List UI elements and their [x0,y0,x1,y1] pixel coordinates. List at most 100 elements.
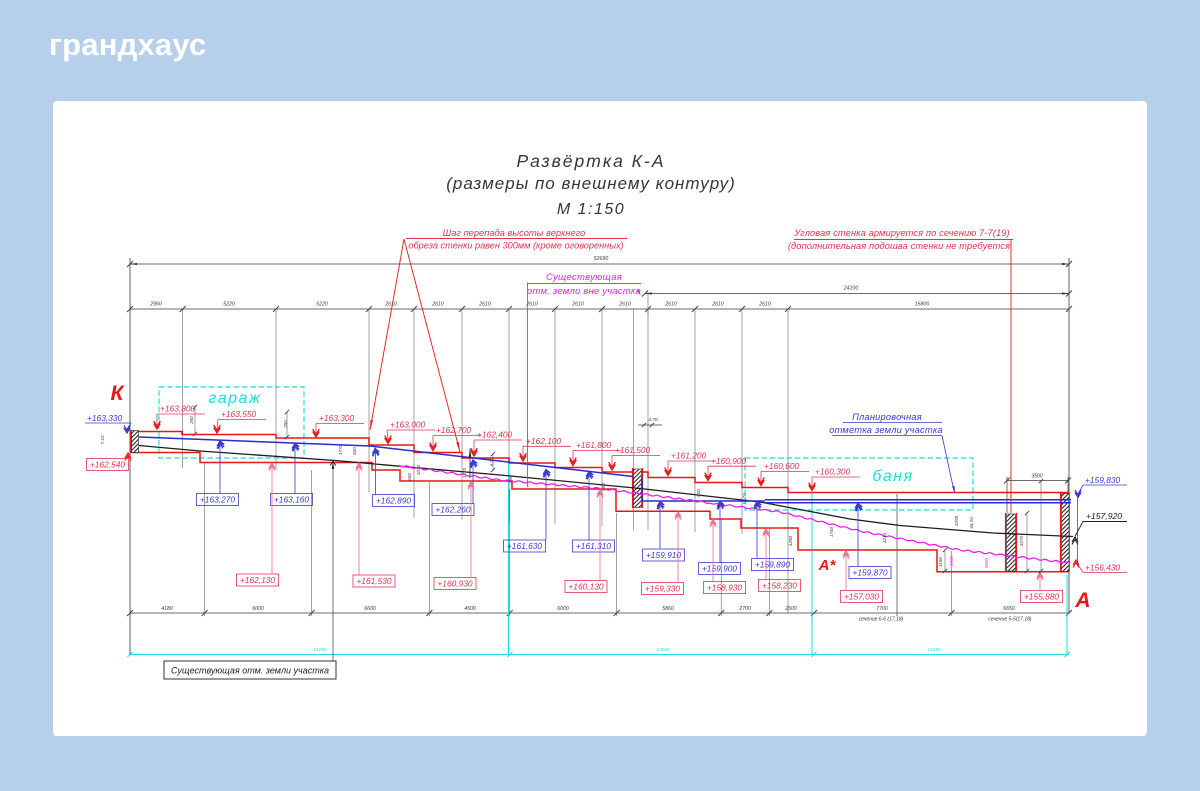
svg-text:5860: 5860 [662,606,674,612]
svg-text:+162,890: +162,890 [376,496,412,506]
svg-text:+163,800: +163,800 [160,404,196,414]
svg-text:44,20: 44,20 [969,517,974,529]
svg-text:К: К [111,382,126,405]
svg-text:4500: 4500 [464,606,476,612]
svg-text:Угловая стенка армируется по с: Угловая стенка армируется по сечению 7-7… [793,228,1009,238]
svg-text:6000: 6000 [557,606,569,612]
svg-text:3500: 3500 [1031,474,1042,480]
svg-text:+163,270: +163,270 [200,495,236,505]
svg-text:+157,030: +157,030 [844,592,880,602]
svg-text:+160,600: +160,600 [764,461,800,471]
svg-text:Развёртка К-А: Развёртка К-А [516,151,665,171]
svg-text:А*: А* [818,557,837,574]
svg-text:+158,230: +158,230 [762,581,798,591]
svg-text:+157,920: +157,920 [1086,511,1122,521]
svg-text:отм. земли вне участка: отм. земли вне участка [527,286,641,297]
svg-text:+156,430: +156,430 [1085,563,1121,573]
svg-text:24100: 24100 [843,286,859,292]
svg-text:5220: 5220 [223,302,235,308]
svg-text:1600: 1600 [949,555,954,566]
svg-text:800: 800 [696,489,701,497]
svg-text:(размеры по внешнему контуру): (размеры по внешнему контуру) [446,174,736,193]
svg-text:+159,900: +159,900 [702,564,738,574]
svg-text:2700: 2700 [738,606,751,612]
svg-text:2610: 2610 [571,302,584,308]
svg-text:+162,540: +162,540 [90,460,126,470]
svg-text:2610: 2610 [664,302,677,308]
svg-text:+159,890: +159,890 [755,560,791,570]
svg-text:+159,830: +159,830 [1085,475,1121,485]
svg-text:2295: 2295 [954,515,959,527]
svg-text:17060: 17060 [656,647,670,653]
svg-text:Существующая: Существующая [546,272,622,283]
svg-text:+161,630: +161,630 [507,541,543,551]
svg-text:+161,800: +161,800 [576,440,612,450]
svg-text:+161,200: +161,200 [671,451,707,461]
svg-text:4180: 4180 [161,606,173,612]
svg-text:3270: 3270 [1019,535,1024,546]
svg-text:800: 800 [508,475,513,483]
svg-text:600: 600 [407,473,412,481]
svg-text:2610: 2610 [711,302,724,308]
svg-text:+158,930: +158,930 [707,583,743,593]
svg-text:2610: 2610 [525,302,538,308]
svg-text:А: А [1074,589,1090,612]
svg-text:+159,910: +159,910 [646,550,682,560]
svg-text:6600: 6600 [364,606,376,612]
svg-text:2610: 2610 [618,302,631,308]
svg-text:+161,310: +161,310 [576,541,612,551]
svg-text:сечение 6-6 (17,18): сечение 6-6 (17,18) [859,617,904,623]
svg-text:+155,880: +155,880 [1024,592,1060,602]
svg-text:6650: 6650 [1003,606,1015,612]
svg-text:1770: 1770 [462,467,467,478]
svg-text:+163,550: +163,550 [221,409,257,419]
svg-text:обреза стенки равен 300мм (кро: обреза стенки равен 300мм (кроме оговоре… [408,241,623,251]
svg-text:+161,500: +161,500 [615,445,651,455]
svg-text:+162,400: +162,400 [477,430,513,440]
svg-text:гараж: гараж [209,390,262,407]
svg-text:1770: 1770 [338,444,343,455]
svg-text:1150: 1150 [938,557,943,567]
svg-text:4,70: 4,70 [648,417,658,423]
svg-text:1010: 1010 [416,464,421,475]
svg-text:2960: 2960 [149,302,162,308]
svg-text:250: 250 [283,420,288,429]
svg-text:+161,530: +161,530 [356,576,392,586]
svg-text:+160,300: +160,300 [815,467,851,477]
svg-text:Шаг перепада высоты верхнего: Шаг перепада высоты верхнего [443,228,586,238]
svg-text:5600: 5600 [984,557,989,568]
svg-text:(дополнительная подошва стенки: (дополнительная подошва стенки не требуе… [788,241,1010,251]
svg-text:250: 250 [189,416,194,425]
svg-text:3210: 3210 [882,532,887,543]
svg-text:2610: 2610 [478,302,491,308]
svg-text:14350: 14350 [927,647,941,653]
svg-text:Существующая отм. земли участк: Существующая отм. земли участка [171,666,329,676]
svg-text:7700: 7700 [876,606,888,612]
svg-text:2610: 2610 [431,302,444,308]
svg-text:690: 690 [601,483,606,491]
svg-text:+159,330: +159,330 [645,584,681,594]
svg-text:баня: баня [872,468,913,485]
svg-text:15800: 15800 [915,302,930,308]
svg-text:+162,700: +162,700 [436,425,472,435]
svg-text:+160,130: +160,130 [568,582,604,592]
svg-text:+163,000: +163,000 [390,420,426,430]
svg-text:+159,870: +159,870 [852,568,888,578]
svg-text:+160,900: +160,900 [711,456,747,466]
svg-text:отметка земли участка: отметка земли участка [829,425,943,435]
svg-text:21290: 21290 [312,647,327,653]
svg-text:2610: 2610 [384,302,397,308]
svg-text:+162,100: +162,100 [526,436,562,446]
svg-text:15,70: 15,70 [742,493,747,505]
svg-text:+162,260: +162,260 [435,505,471,515]
svg-text:М 1:150: М 1:150 [557,201,625,218]
svg-text:800: 800 [352,447,357,455]
svg-text:1280: 1280 [788,535,793,546]
svg-text:1760: 1760 [829,526,834,537]
svg-text:7,10: 7,10 [100,435,105,444]
svg-text:+163,300: +163,300 [319,413,355,423]
svg-text:2610: 2610 [758,302,771,308]
svg-text:Планировочная: Планировочная [852,412,922,422]
svg-text:2500: 2500 [784,606,797,612]
svg-text:5220: 5220 [316,302,328,308]
